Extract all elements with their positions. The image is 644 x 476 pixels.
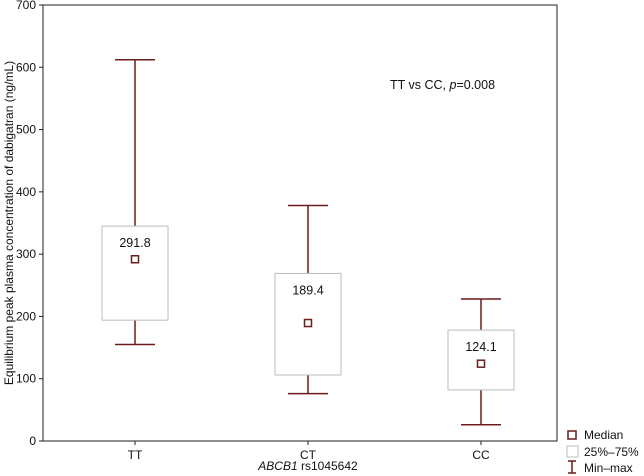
x-axis-title: ABCB1 rs1045642	[257, 459, 358, 473]
x-axis-title-snp: rs1045642	[298, 459, 358, 473]
median-marker	[476, 359, 486, 368]
median-marker	[130, 255, 140, 264]
y-axis-title: Equilibrium peak plasma concentration of…	[2, 61, 16, 385]
plot-frame	[42, 4, 558, 442]
p-value-annotation-prefix: TT vs CC,	[390, 78, 450, 92]
y-tick-label: 400	[16, 185, 36, 199]
median-value-label: 189.4	[292, 283, 323, 297]
p-value-annotation-value: =0.008	[456, 78, 495, 92]
median-value-label: 124.1	[465, 340, 496, 354]
y-tick-label: 0	[29, 434, 36, 448]
legend-box-label: 25%–75%	[584, 445, 639, 459]
box-series: 291.8 189.4 124.1	[101, 59, 515, 426]
y-tick-label: 300	[16, 247, 36, 261]
y-tick-label: 100	[16, 372, 36, 386]
p-value-annotation: TT vs CC, p=0.008	[390, 78, 495, 92]
legend-whisker-symbol	[568, 460, 576, 474]
y-axis: 0 100 200 300 400 500 600 700	[16, 0, 43, 448]
legend: Median 25%–75% Min–max	[566, 428, 639, 475]
legend-median-label: Median	[584, 428, 623, 442]
y-tick-label: 700	[16, 0, 36, 12]
iqr-box	[101, 225, 169, 321]
x-tick-label: CT	[300, 448, 317, 462]
x-axis-title-gene: ABCB1	[257, 459, 297, 473]
x-tick-label: CC	[472, 448, 490, 462]
legend-box-symbol	[566, 445, 579, 458]
y-tick-label: 600	[16, 60, 36, 74]
box-group-cc: 124.1	[447, 298, 515, 426]
y-tick-label: 500	[16, 123, 36, 137]
x-tick-label: TT	[128, 448, 143, 462]
y-tick-label: 200	[16, 309, 36, 323]
p-value-annotation-p: p	[449, 78, 457, 92]
box-group-ct: 189.4	[274, 204, 342, 395]
box-group-tt: 291.8	[101, 59, 169, 346]
median-value-label: 291.8	[119, 236, 150, 250]
median-marker	[303, 318, 313, 328]
x-axis: TT CT CC	[128, 441, 490, 462]
legend-whisker-label: Min–max	[584, 461, 633, 475]
legend-median-symbol	[567, 430, 577, 440]
